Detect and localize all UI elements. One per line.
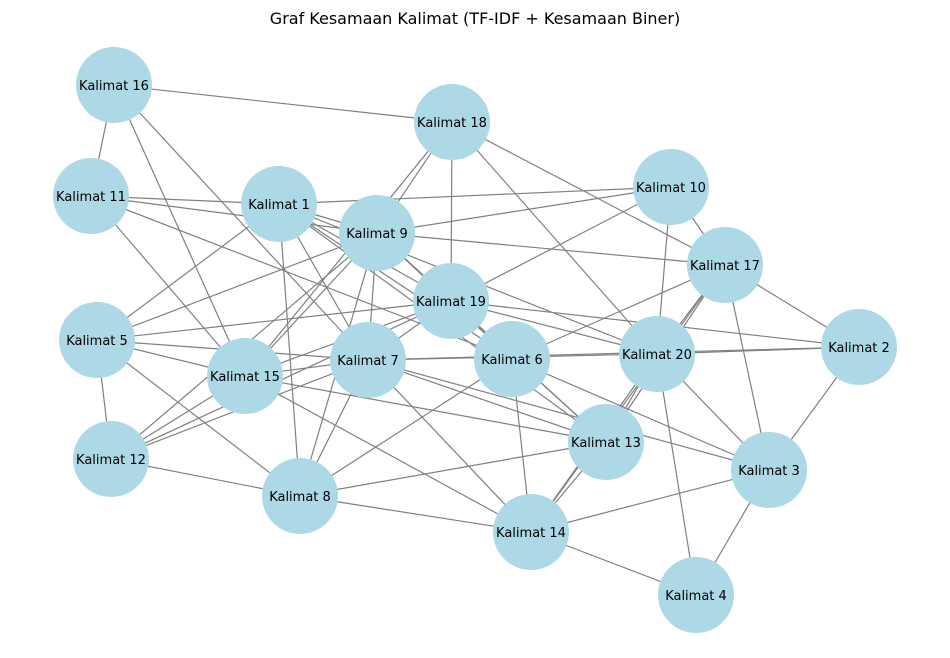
- node-circle: [73, 421, 149, 497]
- edge-k5-k8: [96, 339, 301, 497]
- node-k6: Kalimat 6: [474, 321, 550, 397]
- edge-k15-k13: [244, 375, 607, 443]
- edge-k10-k9: [376, 186, 672, 234]
- node-circle: [687, 227, 763, 303]
- node-k1: Kalimat 1: [241, 166, 317, 242]
- node-k10: Kalimat 10: [633, 149, 709, 225]
- node-circle: [76, 47, 152, 123]
- node-label: Kalimat 6: [481, 353, 543, 368]
- node-circle: [241, 166, 317, 242]
- graph-title: Graf Kesamaan Kalimat (TF-IDF + Kesamaan…: [270, 9, 680, 28]
- edge-k14-k3: [530, 469, 770, 533]
- node-circle: [207, 338, 283, 414]
- edge-k6-k3: [511, 358, 770, 471]
- node-k20: Kalimat 20: [619, 316, 695, 392]
- edge-k6-k8: [299, 358, 513, 497]
- node-k2: Kalimat 2: [821, 309, 897, 385]
- node-circle: [53, 158, 129, 234]
- node-label: Kalimat 16: [79, 79, 149, 94]
- edge-k13-k8: [299, 441, 607, 497]
- node-label: Kalimat 13: [571, 436, 641, 451]
- node-circle: [658, 557, 734, 633]
- edge-k1-k6: [278, 203, 513, 360]
- node-label: Kalimat 12: [76, 453, 146, 468]
- node-k8: Kalimat 8: [262, 458, 338, 534]
- node-k9: Kalimat 9: [339, 195, 415, 271]
- node-label: Kalimat 20: [622, 348, 692, 363]
- edge-k16-k7: [113, 84, 369, 361]
- node-label: Kalimat 19: [416, 295, 486, 310]
- edge-k16-k18: [113, 84, 453, 123]
- node-label: Kalimat 9: [346, 227, 408, 242]
- node-label: Kalimat 7: [337, 354, 399, 369]
- edge-k20-k4: [656, 353, 697, 596]
- node-circle: [262, 458, 338, 534]
- node-circle: [633, 149, 709, 225]
- edge-k9-k17: [376, 232, 726, 266]
- node-label: Kalimat 15: [210, 370, 280, 385]
- node-k19: Kalimat 19: [413, 263, 489, 339]
- edge-k1-k8: [278, 203, 301, 497]
- edge-k1-k10: [278, 186, 672, 205]
- edges-layer: [90, 84, 860, 596]
- edge-k18-k17: [451, 121, 726, 266]
- edge-k15-k14: [244, 375, 532, 533]
- node-circle: [821, 309, 897, 385]
- node-label: Kalimat 11: [56, 190, 126, 205]
- edge-k11-k15: [90, 195, 246, 377]
- node-k14: Kalimat 14: [493, 494, 569, 570]
- edge-k7-k13: [367, 359, 607, 443]
- node-k16: Kalimat 16: [76, 47, 152, 123]
- node-label: Kalimat 14: [496, 526, 566, 541]
- edge-k10-k19: [450, 186, 672, 302]
- edge-k17-k6: [511, 264, 726, 360]
- node-k18: Kalimat 18: [414, 84, 490, 160]
- edge-k9-k5: [96, 232, 378, 341]
- node-circle: [339, 195, 415, 271]
- edge-k11-k9: [90, 195, 378, 234]
- node-label: Kalimat 18: [417, 116, 487, 131]
- edge-k7-k3: [367, 359, 770, 471]
- edge-k18-k20: [451, 121, 658, 355]
- node-circle: [330, 322, 406, 398]
- node-label: Kalimat 3: [738, 464, 800, 479]
- edge-k8-k14: [299, 495, 532, 533]
- edge-k7-k14: [367, 359, 532, 533]
- edge-k17-k14: [530, 264, 726, 533]
- nodes-layer: Kalimat 1 Kalimat 2 Kalimat 3 Kalimat 4 Kali…: [53, 47, 897, 633]
- node-circle: [414, 84, 490, 160]
- node-k15: Kalimat 15: [207, 338, 283, 414]
- node-label: Kalimat 1: [248, 198, 310, 213]
- node-label: Kalimat 8: [269, 490, 331, 505]
- node-label: Kalimat 2: [828, 341, 890, 356]
- node-circle: [619, 316, 695, 392]
- node-label: Kalimat 4: [665, 589, 727, 604]
- node-circle: [568, 404, 644, 480]
- node-k11: Kalimat 11: [53, 158, 129, 234]
- node-label: Kalimat 5: [66, 334, 128, 349]
- node-circle: [59, 302, 135, 378]
- node-k3: Kalimat 3: [731, 432, 807, 508]
- node-k4: Kalimat 4: [658, 557, 734, 633]
- node-label: Kalimat 10: [636, 181, 706, 196]
- node-k17: Kalimat 17: [687, 227, 763, 303]
- node-k5: Kalimat 5: [59, 302, 135, 378]
- node-k13: Kalimat 13: [568, 404, 644, 480]
- node-k12: Kalimat 12: [73, 421, 149, 497]
- node-circle: [731, 432, 807, 508]
- edge-k19-k5: [96, 300, 452, 341]
- node-k7: Kalimat 7: [330, 322, 406, 398]
- node-label: Kalimat 17: [690, 259, 760, 274]
- node-circle: [493, 494, 569, 570]
- node-circle: [413, 263, 489, 339]
- node-circle: [474, 321, 550, 397]
